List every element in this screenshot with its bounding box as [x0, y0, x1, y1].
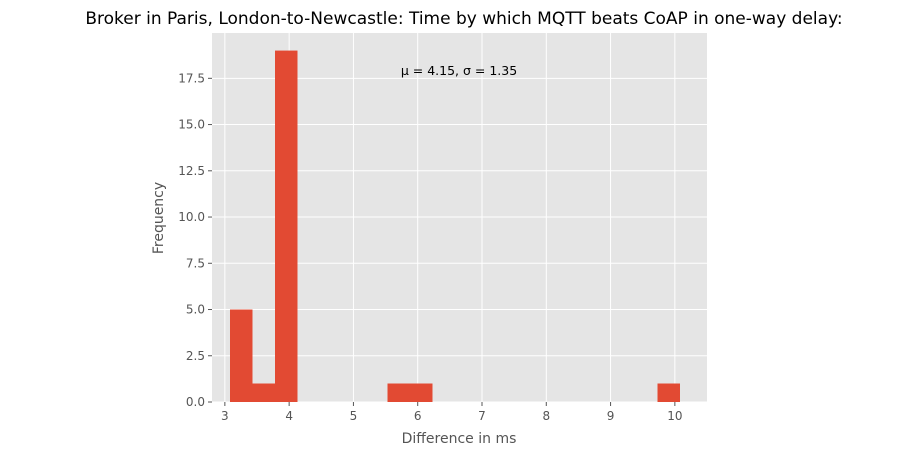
chart-title: Broker in Paris, London-to-Newcastle: Ti… [85, 9, 842, 29]
y-tick-label: 7.5 [186, 256, 205, 270]
x-tick-label: 3 [221, 409, 229, 423]
x-tick-label: 4 [285, 409, 293, 423]
histogram-bar [657, 383, 680, 402]
x-tick-label: 7 [478, 409, 486, 423]
histogram-bar [387, 383, 410, 402]
histogram-bar [275, 50, 298, 402]
y-axis-label: Frequency [151, 182, 167, 254]
histogram-bar [252, 383, 275, 402]
mean-sd-annotation: μ = 4.15, σ = 1.35 [401, 63, 517, 78]
x-tick-label: 9 [607, 409, 615, 423]
y-tick-label: 5.0 [186, 303, 205, 317]
histogram-bars [230, 50, 680, 402]
histogram-bar [410, 383, 433, 402]
x-axis-label: Difference in ms [402, 431, 517, 447]
x-tick-label: 10 [667, 409, 682, 423]
histogram-bar [230, 309, 253, 402]
y-tick-label: 12.5 [178, 164, 205, 178]
y-tick-label: 17.5 [178, 71, 205, 85]
y-tick-label: 2.5 [186, 349, 205, 363]
x-tick-label: 6 [414, 409, 422, 423]
x-tick-label: 5 [350, 409, 358, 423]
y-tick-label: 0.0 [186, 395, 205, 409]
axis-ticks: 3 4 5 6 7 8 9 10 0.0 2.5 5.0 7.5 10.0 12.5 15.0 17.5 [178, 71, 682, 423]
y-tick-label: 15.0 [178, 118, 205, 132]
x-tick-label: 8 [542, 409, 550, 423]
y-tick-label: 10.0 [178, 210, 205, 224]
